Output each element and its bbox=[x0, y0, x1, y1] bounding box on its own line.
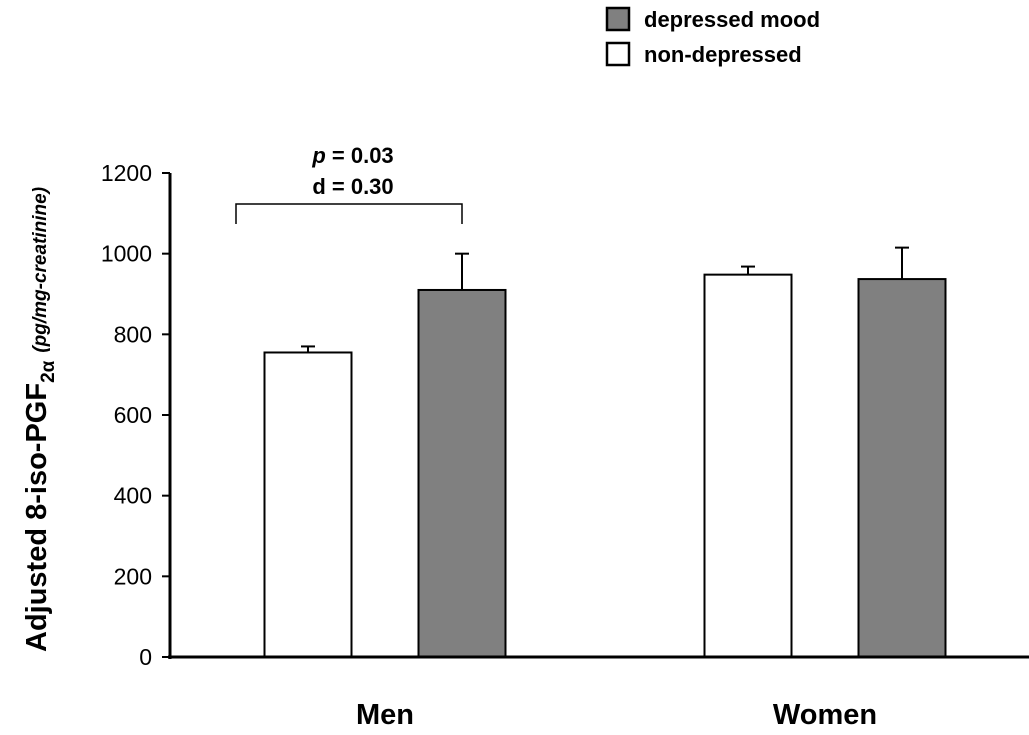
category-labels-layer: Men Women bbox=[356, 699, 877, 731]
y-tick-label: 400 bbox=[114, 483, 152, 509]
legend-swatch-depressed-mood bbox=[605, 6, 631, 32]
y-tick-label: 600 bbox=[114, 402, 152, 428]
bar-depressed-mood-men bbox=[417, 288, 507, 658]
category-label-women: Women bbox=[773, 699, 877, 730]
bars-layer bbox=[263, 273, 947, 658]
error-bars-layer bbox=[301, 246, 909, 353]
bar-non-depressed-women bbox=[703, 273, 793, 658]
legend-label-non-depressed: non-depressed bbox=[644, 42, 802, 67]
y-axis-title: Adjusted 8-iso-PGF2α(pg/mg-creatinine) bbox=[21, 187, 59, 652]
significance-bracket bbox=[235, 203, 463, 224]
y-tick-label: 1000 bbox=[101, 241, 152, 267]
annotation-layer: p = 0.03 d = 0.30 bbox=[235, 143, 463, 224]
legend: depressed mood non-depressed bbox=[605, 6, 820, 67]
y-tick-label: 800 bbox=[114, 321, 152, 347]
y-axis-label: Adjusted 8-iso-PGF2α(pg/mg-creatinine) bbox=[21, 187, 59, 652]
effect-size-label: d = 0.30 bbox=[312, 174, 393, 199]
y-tick-label: 1200 bbox=[101, 160, 152, 186]
y-tick-label: 0 bbox=[139, 644, 152, 670]
bar-depressed-mood-women bbox=[857, 278, 947, 658]
legend-label-depressed-mood: depressed mood bbox=[644, 7, 820, 32]
legend-swatch-non-depressed bbox=[605, 41, 631, 67]
category-label-men: Men bbox=[356, 699, 414, 730]
y-tick-label: 200 bbox=[114, 563, 152, 589]
bar-non-depressed-men bbox=[263, 351, 353, 658]
ticks-layer: 0 200 400 600 800 1000 1200 bbox=[101, 160, 170, 670]
p-value-label: p = 0.03 bbox=[311, 143, 393, 168]
